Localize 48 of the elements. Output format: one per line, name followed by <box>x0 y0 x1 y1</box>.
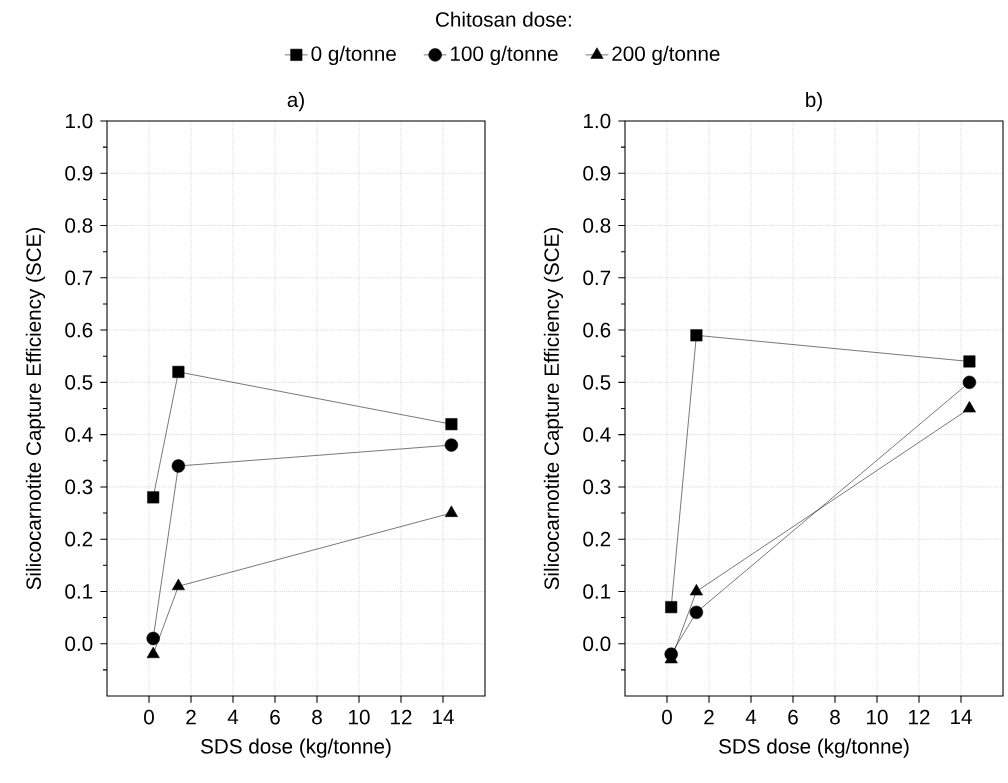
y-tick-label: 0.7 <box>65 270 93 286</box>
x-tick-label: 6 <box>270 709 280 725</box>
y-tick-label: 0.4 <box>583 427 611 442</box>
x-axis-title: SDS dose (kg/tonne) <box>719 738 909 758</box>
x-tick-label: 2 <box>704 709 714 725</box>
y-tick-label: 0.6 <box>65 322 93 338</box>
legend-title: Chitosan dose: <box>436 11 571 27</box>
y-axis-title: Silicocarnotite Capture Efficiency (SCE) <box>25 227 46 590</box>
y-tick-label: 0.0 <box>65 636 93 652</box>
x-tick-label: 10 <box>349 709 370 725</box>
legend-label: 0 g/tonne <box>311 45 396 66</box>
y-tick-label: 0.2 <box>65 531 93 547</box>
x-tick-label: 6 <box>788 709 798 725</box>
y-tick-label: 1.0 <box>66 113 93 129</box>
y-tick-label: 0.4 <box>65 427 93 442</box>
chart-title: a) <box>287 91 304 112</box>
x-tick-label: 12 <box>909 709 930 725</box>
y-tick-label: 1.0 <box>584 113 611 129</box>
y-tick-label: 0.8 <box>583 218 611 233</box>
legend-label: 200 g/tonne <box>612 45 720 66</box>
x-tick-label: 12 <box>391 709 412 725</box>
y-tick-label: 0.7 <box>583 270 611 286</box>
x-tick-label: 0 <box>144 709 154 725</box>
y-tick-label: 0.5 <box>583 375 611 390</box>
x-axis-title: SDS dose (kg/tonne) <box>201 738 391 758</box>
x-tick-label: 10 <box>867 709 888 725</box>
y-tick-label: 0.8 <box>65 218 93 233</box>
x-tick-label: 4 <box>745 709 757 725</box>
y-tick-label: 0.1 <box>583 584 611 599</box>
x-tick-label: 8 <box>312 709 322 725</box>
y-tick-label: 0.3 <box>65 479 93 495</box>
legend-label: 100 g/tonne <box>451 45 558 66</box>
y-tick-label: 0.5 <box>65 375 93 390</box>
y-tick-label: 0.3 <box>583 479 611 495</box>
x-tick-label: 14 <box>433 709 454 725</box>
y-tick-label: 0.6 <box>583 322 611 338</box>
y-tick-label: 0.9 <box>65 165 93 181</box>
x-tick-label: 4 <box>227 709 239 725</box>
y-tick-label: 0.9 <box>583 165 611 181</box>
y-tick-label: 0.2 <box>583 531 611 547</box>
y-axis-title: Silicocarnotite Capture Efficiency (SCE) <box>543 227 564 590</box>
x-tick-label: 8 <box>830 709 840 725</box>
y-tick-label: 0.1 <box>65 584 93 599</box>
y-tick-label: 0.0 <box>583 636 611 652</box>
chart-title: b) <box>806 91 822 112</box>
x-tick-label: 14 <box>951 709 972 725</box>
x-tick-label: 2 <box>186 709 196 725</box>
x-tick-label: 0 <box>662 709 672 725</box>
